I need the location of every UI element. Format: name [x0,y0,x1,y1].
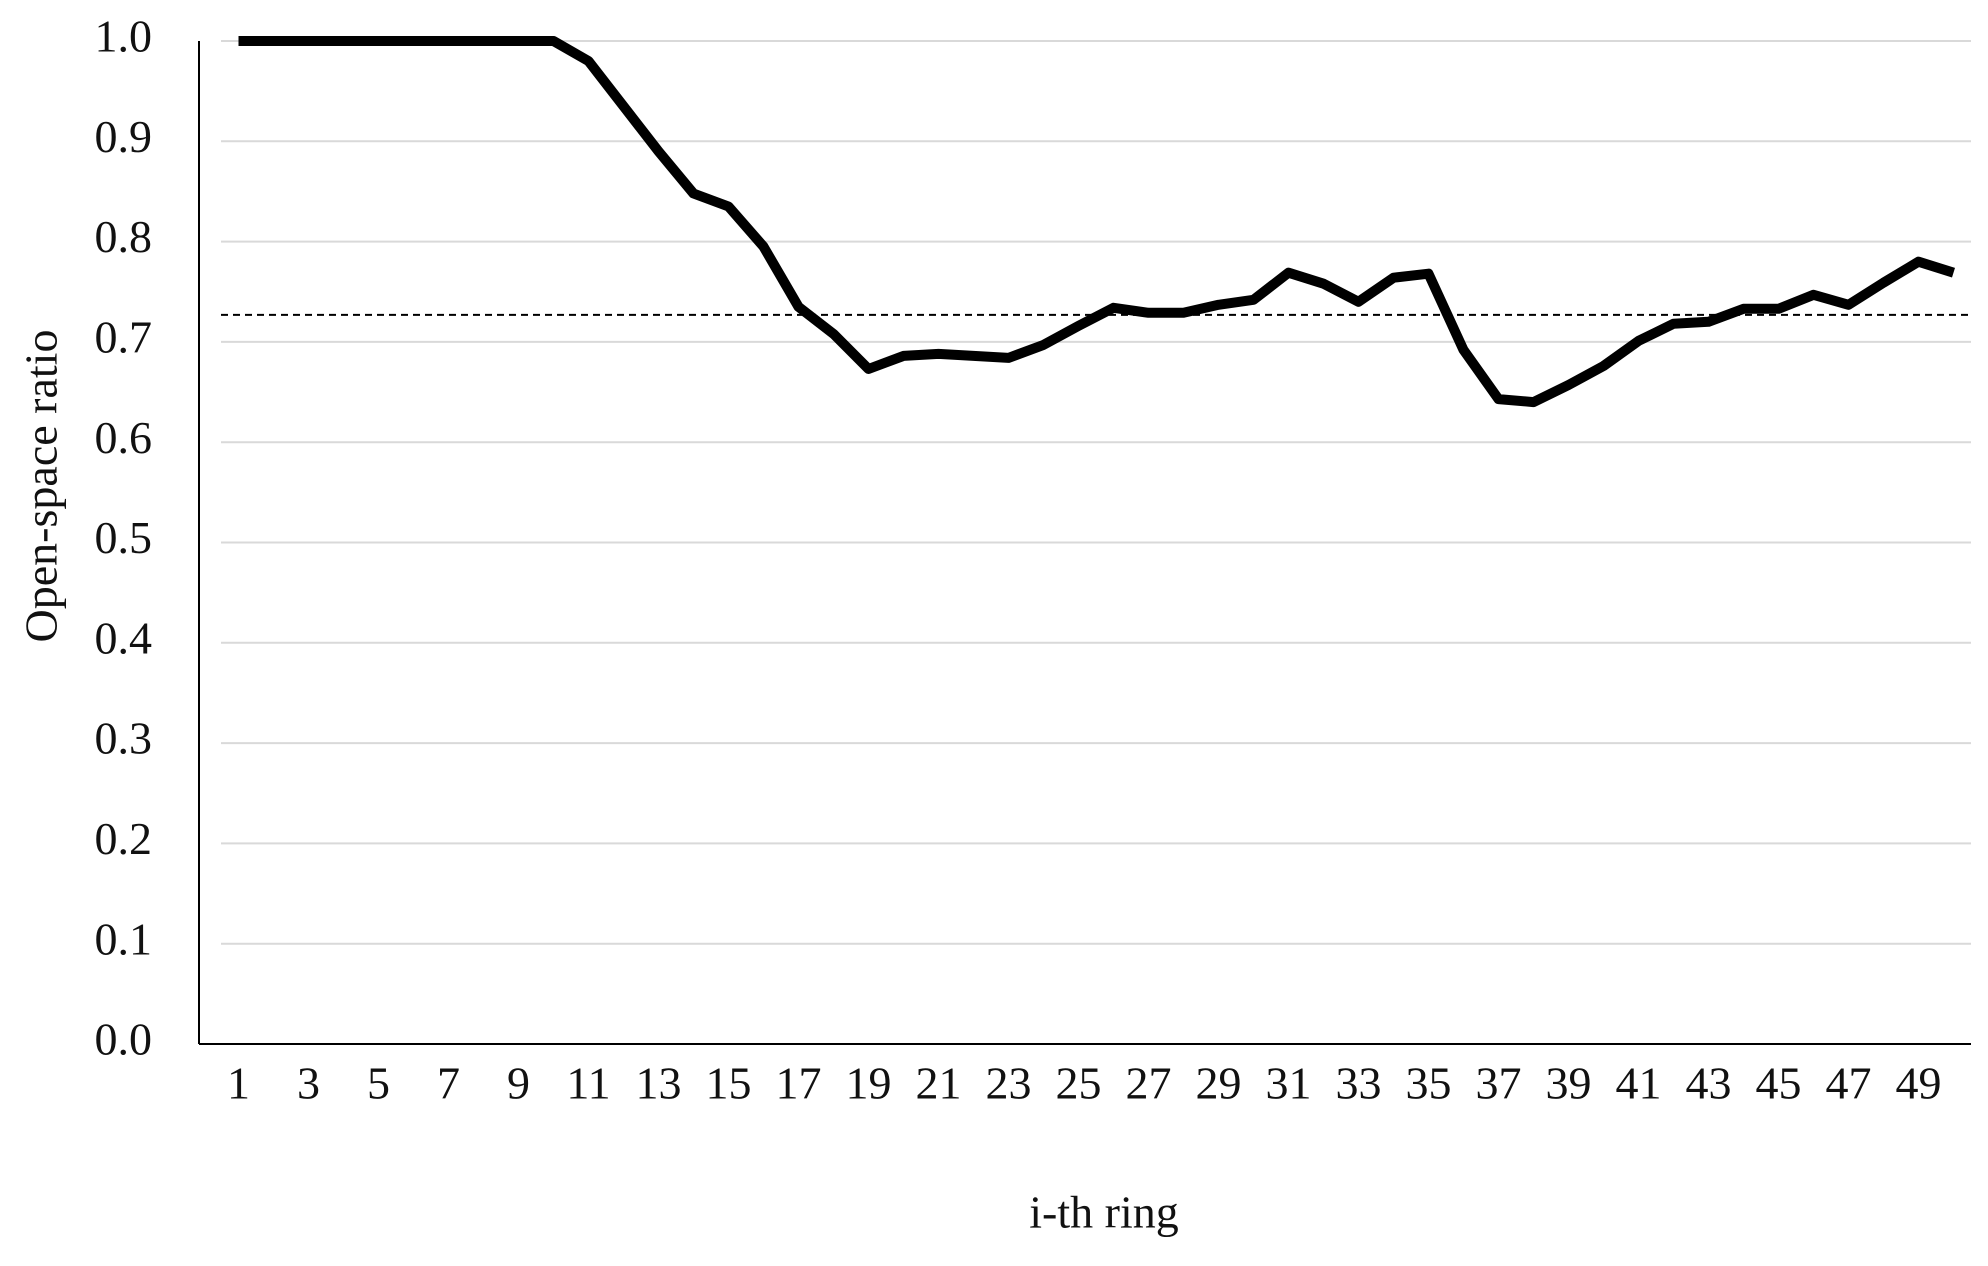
x-tick-label: 35 [1406,1058,1452,1109]
x-tick-label: 23 [986,1058,1032,1109]
x-tick-label: 27 [1126,1058,1172,1109]
y-tick-label: 0.5 [95,512,153,563]
x-tick-label: 47 [1826,1058,1872,1109]
x-tick-label: 43 [1686,1058,1732,1109]
y-tick-label: 0.7 [95,311,153,362]
x-tick-label: 15 [706,1058,752,1109]
x-tick-label: 5 [367,1058,390,1109]
x-tick-label: 11 [566,1058,610,1109]
x-tick-label: 13 [636,1058,682,1109]
x-tick-label: 7 [437,1058,460,1109]
x-tick-label: 45 [1756,1058,1802,1109]
y-tick-label: 1.0 [95,11,153,62]
x-tick-label: 3 [297,1058,320,1109]
x-tick-label: 37 [1476,1058,1522,1109]
data-line [238,36,1955,408]
y-tick-label: 0.1 [95,913,153,964]
x-tick-label: 39 [1546,1058,1592,1109]
y-tick-label: 0.8 [95,211,153,262]
y-tick-label: 0.9 [95,111,153,162]
x-tick-label: 1 [227,1058,250,1109]
y-tick-label: 0.3 [95,713,153,764]
x-tick-label: 21 [916,1058,962,1109]
x-tick-label: 31 [1266,1058,1312,1109]
x-tick-label: 9 [507,1058,530,1109]
y-axis-label: Open-space ratio [16,330,67,643]
x-tick-label: 17 [776,1058,822,1109]
x-tick-label: 29 [1196,1058,1242,1109]
y-tick-label: 0.4 [95,612,153,663]
x-axis-label: i-th ring [1029,1187,1178,1238]
y-tick-label: 0.6 [95,412,153,463]
x-tick-label: 49 [1896,1058,1942,1109]
x-tick-label: 25 [1056,1058,1102,1109]
x-tick-label: 41 [1616,1058,1662,1109]
y-tick-label: 0.0 [95,1014,153,1065]
x-tick-label: 33 [1336,1058,1382,1109]
x-tick-label: 19 [846,1058,892,1109]
y-tick-label: 0.2 [95,813,153,864]
